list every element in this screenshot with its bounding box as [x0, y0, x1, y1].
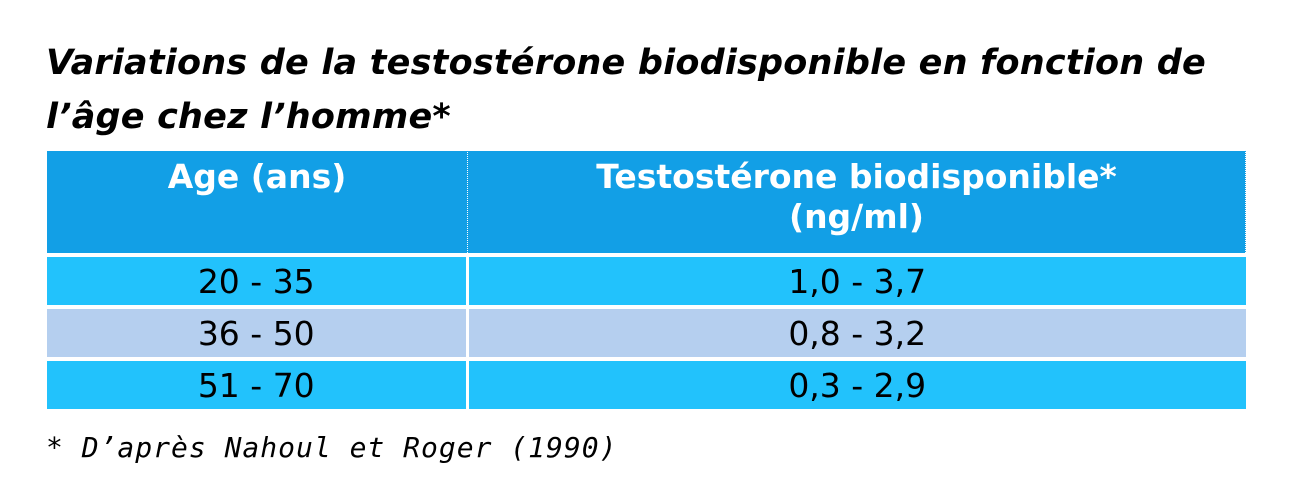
table-header-row: Age (ans) Testostérone biodisponible* (n…	[46, 150, 1246, 256]
testosterone-table: Age (ans) Testostérone biodisponible* (n…	[46, 150, 1246, 409]
cell-age: 20 - 35	[46, 253, 468, 307]
table-row: 51 - 70 0,3 - 2,9	[46, 357, 1246, 409]
table-row: 20 - 35 1,0 - 3,7	[46, 253, 1246, 307]
cell-age: 36 - 50	[46, 305, 468, 359]
column-header-age: Age (ans)	[46, 150, 468, 256]
source-footnote: * D’après Nahoul et Roger (1990)	[46, 431, 618, 464]
cell-age: 51 - 70	[46, 357, 468, 409]
column-header-testosterone-line1: Testostérone biodisponible*	[596, 157, 1117, 196]
table-row: 36 - 50 0,8 - 3,2	[46, 305, 1246, 359]
cell-testosterone: 0,8 - 3,2	[466, 305, 1246, 359]
cell-testosterone: 1,0 - 3,7	[466, 253, 1246, 307]
column-header-testosterone: Testostérone biodisponible* (ng/ml)	[467, 150, 1246, 256]
page-title: Variations de la testostérone biodisponi…	[46, 43, 1206, 137]
cell-testosterone: 0,3 - 2,9	[466, 357, 1246, 409]
column-header-testosterone-unit: (ng/ml)	[788, 197, 925, 236]
